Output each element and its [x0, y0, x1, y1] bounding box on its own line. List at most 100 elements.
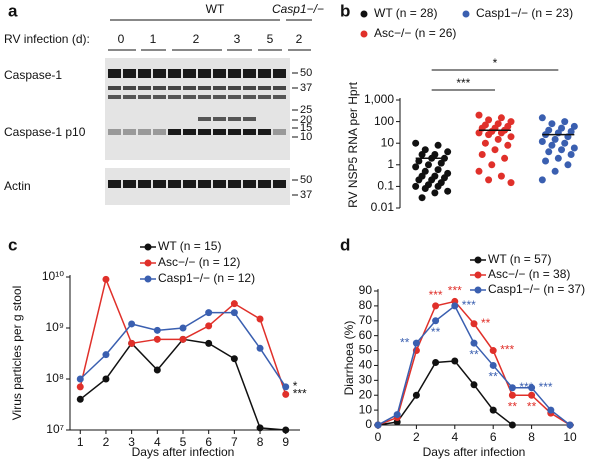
point [488, 161, 496, 169]
point [282, 383, 290, 391]
point [451, 302, 459, 310]
x-tick-label: 6 [205, 435, 212, 449]
point [102, 351, 110, 359]
point [153, 335, 161, 343]
panel-label: b [340, 1, 350, 20]
point [489, 361, 497, 369]
point [538, 176, 546, 184]
marker-label: 37 [300, 82, 312, 94]
point [205, 339, 213, 347]
point [102, 375, 110, 383]
point [205, 322, 213, 330]
point [76, 395, 84, 403]
band [138, 69, 151, 78]
y-tick-label: 1 [387, 157, 394, 171]
y-axis-label: Diarrhoea (%) [342, 321, 356, 396]
point [444, 148, 452, 156]
point [470, 320, 478, 328]
point [412, 163, 420, 171]
panel-label: a [8, 1, 18, 20]
band [153, 180, 166, 188]
point [421, 184, 429, 192]
x-tick-label: 10 [563, 430, 577, 444]
point [547, 406, 555, 414]
point [437, 159, 445, 167]
point [412, 139, 420, 147]
point [494, 135, 502, 143]
band [138, 129, 151, 135]
band [258, 86, 271, 90]
point [542, 157, 550, 165]
legend-marker [144, 243, 152, 251]
point [508, 384, 516, 392]
band [123, 180, 136, 188]
point [489, 406, 497, 414]
legend-label: WT (n = 28) [374, 6, 437, 20]
y-tick-label: 10⁷ [46, 422, 64, 436]
point [567, 127, 575, 135]
legend-label: Asc−/− (n = 26) [374, 26, 456, 40]
point [528, 391, 536, 399]
band [108, 129, 121, 135]
band-label: Caspase-1 p10 [4, 125, 86, 139]
x-tick-label: 2 [413, 430, 420, 444]
x-axis-label: Days after infection [423, 445, 526, 459]
point [393, 411, 401, 419]
significance: *** [462, 298, 476, 312]
point [432, 317, 440, 325]
y-tick-label: 10⁸ [46, 371, 64, 385]
band [228, 129, 241, 135]
y-tick-label: 50 [359, 343, 373, 357]
band [273, 129, 286, 135]
legend-label: Asc−/− (n = 38) [488, 267, 570, 281]
point [179, 324, 187, 332]
point [434, 141, 442, 149]
x-tick-label: 7 [231, 435, 238, 449]
point [501, 154, 509, 162]
point [485, 176, 493, 184]
y-tick-label: 0 [365, 417, 372, 431]
point [153, 366, 161, 374]
y-tick-label: 80 [359, 298, 373, 312]
point [481, 139, 489, 147]
point [470, 381, 478, 389]
point [412, 339, 420, 347]
band [258, 180, 271, 188]
band [198, 129, 211, 135]
point [418, 194, 426, 202]
marker-label: 37 [300, 189, 312, 201]
significance: ** [508, 399, 518, 413]
lane-label: 5 [267, 32, 274, 46]
band [108, 180, 121, 188]
point [548, 120, 556, 128]
significance: ** [527, 399, 537, 413]
x-tick-label: 4 [451, 430, 458, 444]
x-tick-label: 6 [490, 430, 497, 444]
point [76, 383, 84, 391]
point [256, 424, 264, 432]
band [183, 69, 196, 78]
x-tick-label: 8 [528, 430, 535, 444]
point [485, 116, 493, 124]
point [507, 133, 515, 141]
point [432, 302, 440, 310]
point [561, 139, 569, 147]
point [434, 182, 442, 190]
y-tick-label: 60 [359, 328, 373, 342]
point [485, 131, 493, 139]
legend-marker [360, 10, 368, 18]
point [431, 189, 439, 197]
significance: ** [400, 335, 410, 349]
legend-marker [144, 259, 152, 267]
band [138, 95, 151, 99]
y-tick-label: 70 [359, 313, 373, 327]
significance: ** [481, 316, 491, 330]
significance: ** [431, 325, 441, 339]
band [123, 86, 136, 90]
point [230, 309, 238, 317]
point [282, 390, 290, 398]
point [418, 150, 426, 158]
band [228, 69, 241, 78]
marker-label: 50 [300, 67, 312, 79]
x-tick-label: 0 [375, 430, 382, 444]
